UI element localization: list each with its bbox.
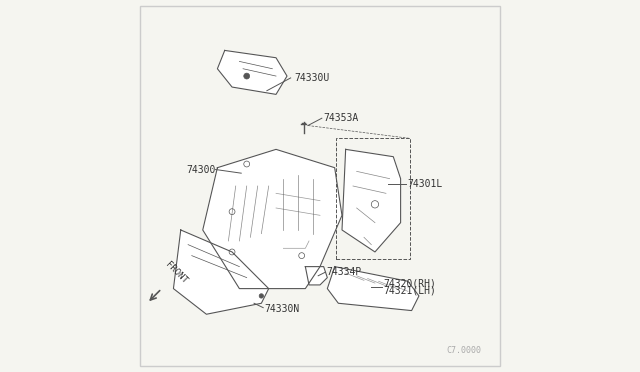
Text: 74320(RH): 74320(RH): [383, 279, 436, 289]
Text: FRONT: FRONT: [164, 260, 189, 285]
Text: 74321(LH): 74321(LH): [383, 285, 436, 295]
Polygon shape: [173, 230, 269, 314]
Polygon shape: [342, 149, 401, 252]
Circle shape: [244, 73, 250, 79]
Text: 74330N: 74330N: [264, 304, 300, 314]
Polygon shape: [327, 267, 419, 311]
Circle shape: [259, 294, 264, 298]
Text: C7.0000: C7.0000: [446, 346, 481, 355]
Text: 74353A: 74353A: [323, 113, 358, 123]
Polygon shape: [218, 51, 287, 94]
Text: 74334P: 74334P: [326, 267, 362, 277]
Text: 74330U: 74330U: [294, 73, 330, 83]
Text: 74300: 74300: [186, 164, 216, 174]
Polygon shape: [203, 149, 342, 289]
Polygon shape: [305, 267, 327, 285]
Text: 74301L: 74301L: [407, 179, 442, 189]
